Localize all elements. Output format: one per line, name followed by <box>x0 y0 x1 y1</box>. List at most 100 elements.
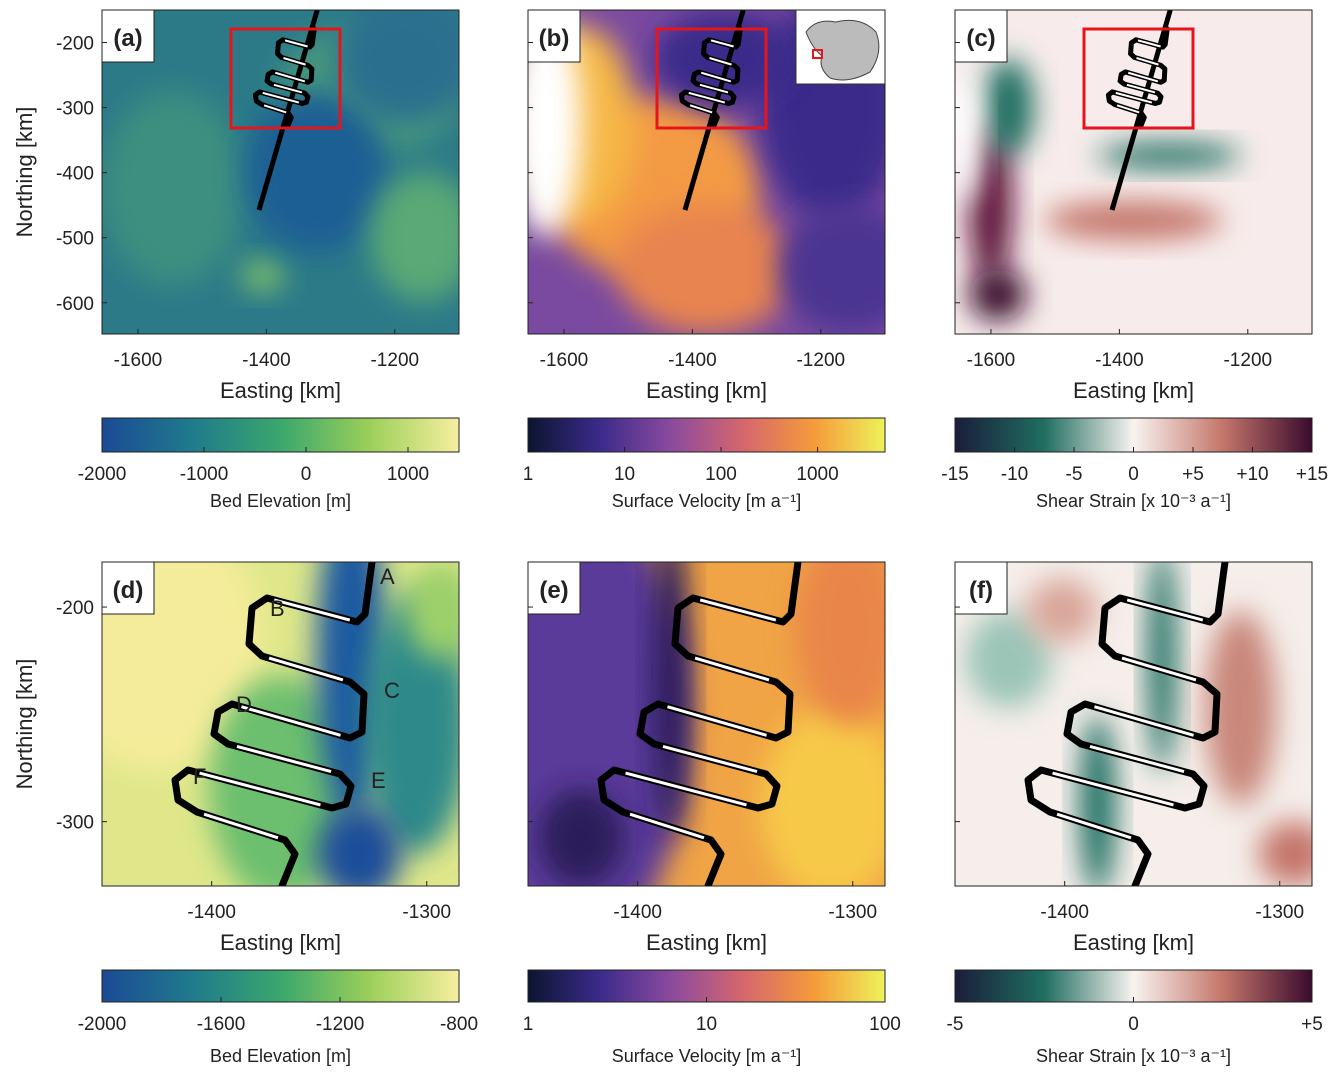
x-axis-label: Easting [km] <box>646 930 767 955</box>
colorbar-tick-label: 10 <box>614 464 635 485</box>
x-tick-label: -1400 <box>1095 350 1144 371</box>
colorbar-tick-label: -5 <box>947 1014 964 1035</box>
x-tick-label: -1400 <box>1040 902 1089 923</box>
colorbar-tick-label: 0 <box>1128 1014 1139 1035</box>
map-field <box>778 204 921 334</box>
y-tick-label: -300 <box>56 813 94 834</box>
colorbar-tick-label: -1000 <box>180 464 229 485</box>
colorbar <box>102 970 459 1002</box>
x-tick-label: -1600 <box>967 350 1016 371</box>
map-field <box>102 91 245 285</box>
colorbar-tick-label: -10 <box>1001 464 1028 485</box>
x-tick-label: -1400 <box>242 350 291 371</box>
x-axis-label: Easting [km] <box>646 378 767 403</box>
map-field <box>241 259 284 291</box>
panel-label: (b) <box>539 25 570 52</box>
colorbar-tick-label: -5 <box>1066 464 1083 485</box>
line-label: C <box>384 678 400 703</box>
colorbar-label: Shear Strain [x 10⁻³ a⁻¹] <box>1036 1046 1231 1066</box>
x-tick-label: -1300 <box>402 902 451 923</box>
colorbar-label: Shear Strain [x 10⁻³ a⁻¹] <box>1036 491 1231 511</box>
colorbar-tick-label: +5 <box>1301 1014 1323 1035</box>
y-tick-label: -600 <box>56 294 94 315</box>
y-tick-label: -200 <box>56 34 94 55</box>
x-tick-label: -1600 <box>114 350 163 371</box>
map-field <box>944 75 980 205</box>
x-axis-label: Easting [km] <box>220 378 341 403</box>
x-tick-label: -1400 <box>613 902 662 923</box>
x-axis-label: Easting [km] <box>1073 930 1194 955</box>
line-label: A <box>380 564 395 589</box>
colorbar-tick-label: -800 <box>440 1014 478 1035</box>
map-field <box>245 91 388 253</box>
x-axis-label: Easting [km] <box>220 930 341 955</box>
panel-label: (e) <box>539 577 568 604</box>
map-field <box>984 59 1034 156</box>
colorbar <box>102 418 459 452</box>
x-tick-label: -1400 <box>668 350 717 371</box>
colorbar-tick-label: 10 <box>696 1014 717 1035</box>
y-axis-label: Northing [km] <box>12 659 37 790</box>
map-field <box>969 269 1026 321</box>
colorbar-tick-label: -15 <box>941 464 968 485</box>
line-label: E <box>371 768 386 793</box>
y-tick-label: -500 <box>56 229 94 250</box>
colorbar <box>955 418 1312 452</box>
colorbar-label: Surface Velocity [m a⁻¹] <box>612 491 802 511</box>
colorbar-tick-label: 1000 <box>796 464 838 485</box>
colorbar-tick-label: +5 <box>1182 464 1204 485</box>
line-label: B <box>270 596 285 621</box>
map-image <box>955 546 1330 896</box>
map-field <box>617 204 796 334</box>
x-tick-label: -1200 <box>796 350 845 371</box>
map-field <box>1026 578 1097 643</box>
line-label: F <box>193 764 206 789</box>
map-field <box>316 805 402 902</box>
y-tick-label: -200 <box>56 598 94 619</box>
colorbar-tick-label: -1600 <box>197 1014 246 1035</box>
x-tick-label: -1600 <box>540 350 589 371</box>
map-field <box>1148 546 1177 773</box>
panel: (c) -1600 -1400 -1200 Easting [km] -15 -10 -5 0 +… <box>941 10 1328 511</box>
colorbar-tick-label: -2000 <box>78 464 127 485</box>
panel: (a) -1600 -1400 -1200 -600 -500 -400 -300 -200 Ea… <box>12 0 477 511</box>
map-image <box>48 497 476 902</box>
y-tick-label: -400 <box>56 164 94 185</box>
colorbar-tick-label: 100 <box>705 464 737 485</box>
map-field <box>1098 143 1241 169</box>
colorbar-tick-label: 1 <box>523 464 534 485</box>
colorbar-tick-label: 0 <box>301 464 312 485</box>
x-tick-label: -1200 <box>370 350 419 371</box>
panel: (d) A B C D E F -1400 -1300 -300 -200 Easting [km] N… <box>12 497 478 1066</box>
panel: (b) -1600 -1400 -1200 Easting [km] 1 10 100 1000… <box>510 0 921 511</box>
map-field <box>405 562 476 659</box>
map-field <box>1044 201 1223 240</box>
colorbar-tick-label: 1 <box>523 1014 534 1035</box>
map-field <box>1258 821 1329 886</box>
panel-label: (c) <box>966 25 995 52</box>
panel-label: (a) <box>113 25 142 52</box>
map-field <box>1080 714 1116 895</box>
map-image <box>102 0 477 334</box>
colorbar <box>528 418 885 452</box>
colorbar-tick-label: +15 <box>1296 464 1328 485</box>
x-axis-label: Easting [km] <box>1073 378 1194 403</box>
colorbar-tick-label: 0 <box>1128 464 1139 485</box>
line-label: D <box>236 692 252 717</box>
map-field <box>370 172 477 302</box>
colorbar-tick-label: 1000 <box>387 464 429 485</box>
panel-label: (d) <box>113 577 144 604</box>
x-tick-label: -1400 <box>187 902 236 923</box>
y-tick-label: -300 <box>56 99 94 120</box>
x-tick-label: -1300 <box>1255 902 1304 923</box>
colorbar-tick-label: -1200 <box>316 1014 365 1035</box>
colorbar-label: Bed Elevation [m] <box>210 491 351 511</box>
figure: (a)-1600-1400-1200-600-500-400-300-200Ea… <box>0 0 1341 1069</box>
y-axis-label: Northing [km] <box>12 107 37 238</box>
x-tick-label: -1200 <box>1223 350 1272 371</box>
x-tick-label: -1300 <box>828 902 877 923</box>
map-field <box>796 530 903 724</box>
colorbar-label: Bed Elevation [m] <box>210 1046 351 1066</box>
